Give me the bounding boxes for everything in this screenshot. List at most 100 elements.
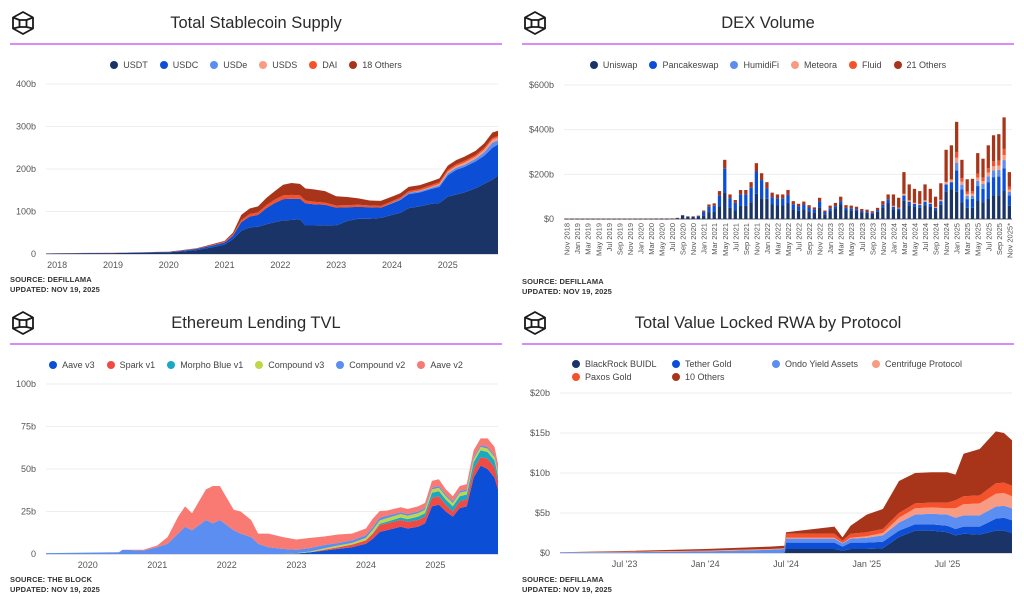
bar-segment-pancakeswap <box>923 201 927 206</box>
legend-item-usds[interactable]: USDS <box>259 60 297 70</box>
legend-label: Paxos Gold <box>585 372 632 382</box>
x-tick-label: Sep 2021 <box>742 223 751 255</box>
bar-segment-pancakeswap <box>886 199 890 204</box>
legend-swatch-icon <box>309 61 318 69</box>
chart-footer: SOURCE: THE BLOCK UPDATED: NOV 19, 2025 <box>10 575 100 595</box>
legend-item-compound-v2[interactable]: Compound v2 <box>336 360 405 370</box>
bar-stack <box>949 145 954 219</box>
legend-item-21-others[interactable]: 21 Others <box>893 60 946 70</box>
legend-item-morpho-blue-v1[interactable]: Morpho Blue v1 <box>167 360 243 370</box>
legend-item-tether-gold[interactable]: Tether Gold <box>672 359 772 369</box>
bar-segment-21-others <box>928 188 932 203</box>
bar-stack <box>775 194 780 219</box>
bar-segment-pancakeswap <box>907 201 911 206</box>
bar-stack <box>817 197 822 219</box>
bar-segment-uniswap <box>712 211 716 219</box>
bar-stack <box>928 188 932 219</box>
legend-item-dai[interactable]: DAI <box>309 60 337 70</box>
bar-segment-21-others <box>728 194 732 199</box>
source-value: THE BLOCK <box>47 575 93 584</box>
bar-segment-pancakeswap <box>765 188 769 199</box>
bar-segment-21-others <box>854 206 859 210</box>
x-tick-label: May 2022 <box>784 223 793 256</box>
legend-item-fluid[interactable]: Fluid <box>849 60 882 70</box>
legend-item-10-others[interactable]: 10 Others <box>672 372 772 382</box>
lending-tvl-area-chart: 0 25b 50b 75b 100b 2020 2021 2022 2023 2024 2025 <box>16 379 498 570</box>
bar-segment-21-others <box>791 201 795 205</box>
bar-segment-uniswap <box>928 206 932 219</box>
bar-segment-21-others <box>770 192 774 198</box>
bar-segment-21-others <box>918 191 922 204</box>
legend-swatch-icon <box>791 61 799 69</box>
legend-item-usdt[interactable]: USDT <box>110 60 148 70</box>
x-tick-label: Jan 2023 <box>826 223 835 254</box>
bar-segment-uniswap <box>691 216 695 219</box>
chart-legend: Aave v3 Spark v1 Morpho Blue v1 Compound v3… <box>0 360 512 370</box>
legend-item-meteora[interactable]: Meteora <box>791 60 837 70</box>
bar-stack <box>955 121 959 219</box>
x-tick-label: May 2025 <box>974 223 983 256</box>
bar-stack <box>749 182 753 219</box>
source-value: DEFILLAMA <box>559 277 604 286</box>
x-tick-label: Jan 2022 <box>763 223 772 254</box>
the-block-logo-icon <box>12 11 34 35</box>
bar-segment-21-others <box>960 159 964 179</box>
source-line: SOURCE: DEFILLAMA <box>522 575 604 584</box>
y-tick-label: 100b <box>16 207 36 217</box>
bar-segment-pancakeswap <box>976 186 980 201</box>
y-tick-label: $200b <box>529 169 554 179</box>
bar-segment-uniswap <box>991 195 996 219</box>
bar-segment-21-others <box>781 194 785 199</box>
legend-item-aave-v3[interactable]: Aave v3 <box>49 360 95 370</box>
legend-label: Ondo Yield Assets <box>785 359 859 369</box>
bar-segment-21-others <box>796 203 801 207</box>
bar-segment-21-others <box>749 182 753 188</box>
legend-item-usdc[interactable]: USDC <box>159 60 198 70</box>
bar-stack <box>944 149 948 219</box>
bar-segment-21-others <box>881 201 885 205</box>
bar-segment-meteora <box>986 172 990 177</box>
legend-item-uniswap[interactable]: Uniswap <box>589 60 637 70</box>
bar-segment-pancakeswap <box>717 195 722 207</box>
legend-swatch-icon <box>572 360 580 368</box>
bar-stack <box>686 216 690 219</box>
bar-segment-pancakeswap <box>939 201 943 205</box>
bar-segment-meteora <box>902 194 906 196</box>
legend-item-paxos-gold[interactable]: Paxos Gold <box>572 372 672 382</box>
bar-segment-pancakeswap <box>807 207 811 212</box>
bar-segment-pancakeswap <box>738 194 743 206</box>
x-tick-label: 2022 <box>217 560 237 570</box>
bar-stack <box>723 159 727 219</box>
bar-stack <box>902 172 906 219</box>
bar-segment-uniswap <box>918 207 922 219</box>
bar-segment-21-others <box>965 179 969 192</box>
bar-stack <box>812 207 816 219</box>
bar-stack <box>997 134 1001 219</box>
bar-segment-21-others <box>786 189 790 195</box>
legend-item-ondo-yield-assets[interactable]: Ondo Yield Assets <box>772 359 872 369</box>
legend-swatch-icon <box>730 61 739 69</box>
legend-item-compound-v3[interactable]: Compound v3 <box>255 360 324 370</box>
bar-segment-humidifi <box>1007 191 1011 196</box>
legend-item-centrifuge-protocol[interactable]: Centrifuge Protocol <box>872 359 982 369</box>
legend-item-18-others[interactable]: 18 Others <box>349 60 402 70</box>
legend-item-pancakeswap[interactable]: Pancakeswap <box>649 60 718 70</box>
legend-item-spark-v1[interactable]: Spark v1 <box>106 360 155 370</box>
legend-item-humidifi[interactable]: HumidiFi <box>730 60 779 70</box>
chart-legend: BlackRock BUIDL Tether Gold Ondo Yield Ass… <box>572 359 982 382</box>
y-tick-label: 400b <box>16 79 36 89</box>
bar-segment-meteora <box>991 166 996 171</box>
bar-segment-pancakeswap <box>844 207 848 210</box>
x-tick-label: Mar 2022 <box>773 223 782 255</box>
legend-item-aave-v2[interactable]: Aave v2 <box>417 360 463 370</box>
bar-stack <box>881 201 885 219</box>
bar-segment-uniswap <box>944 191 948 219</box>
legend-item-blackrock-buidl[interactable]: BlackRock BUIDL <box>572 359 672 369</box>
x-tick-label: Jul 2020 <box>668 223 677 251</box>
bar-segment-uniswap <box>728 207 732 219</box>
y-tick-label: 300b <box>16 122 36 132</box>
y-tick-label: 0 <box>31 249 36 259</box>
bar-stack <box>844 205 848 219</box>
legend-item-usde[interactable]: USDe <box>210 60 247 70</box>
bar-segment-uniswap <box>817 207 822 219</box>
